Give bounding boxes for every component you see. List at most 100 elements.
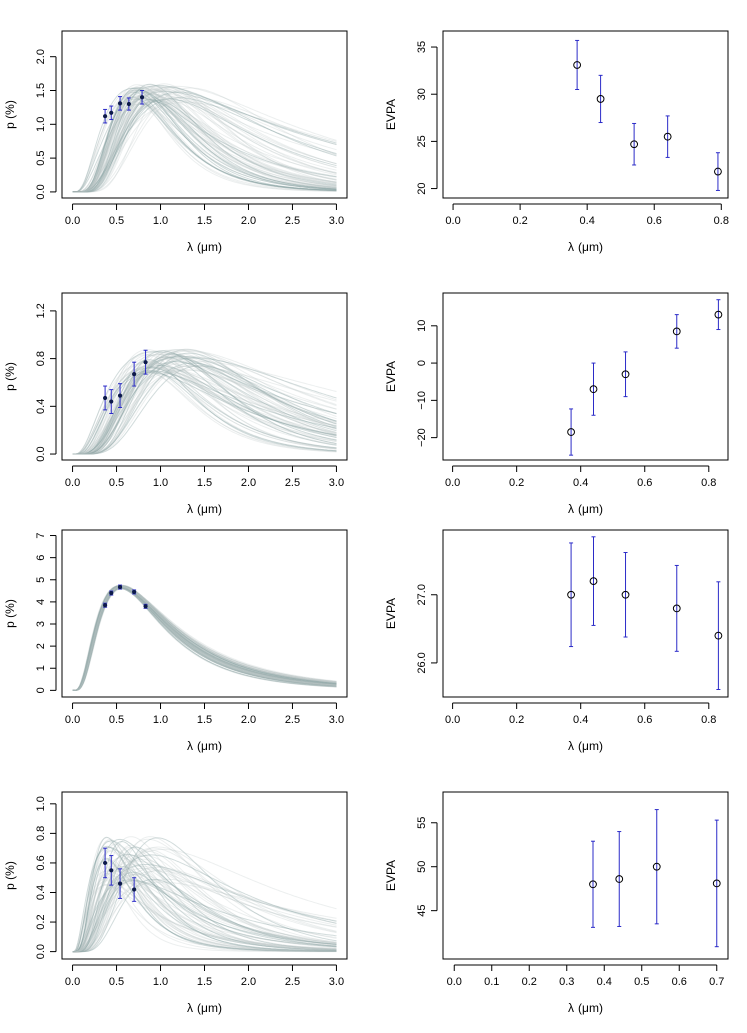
- y-axis-title: p (%): [3, 362, 17, 391]
- model-curve: [72, 585, 337, 691]
- y-axis-title: p (%): [3, 100, 17, 129]
- model-curve: [72, 840, 337, 953]
- x-axis-title: λ (μm): [568, 502, 603, 516]
- marker: [143, 360, 148, 365]
- y-tick-label: 50: [416, 861, 428, 873]
- x-tick-label: 0.6: [637, 477, 652, 489]
- data-point: [103, 847, 108, 879]
- panel-e3: 0.0 0.2 0.4 0.6 0.8 26.0 27.0 λ (μm) EVPA: [384, 529, 729, 753]
- x-tick-label: 1.0: [153, 477, 168, 489]
- model-curve: [72, 854, 337, 953]
- data-point: [103, 385, 108, 411]
- x-tick-label: 3.0: [329, 215, 344, 227]
- x-tick-label: 0.8: [714, 215, 729, 227]
- marker: [117, 101, 123, 106]
- x-tick-label: 0.7: [709, 976, 724, 988]
- model-curve: [72, 872, 337, 953]
- model-curve: [72, 585, 337, 691]
- x-tick-label: 3.0: [329, 477, 344, 489]
- data-point: [143, 349, 148, 375]
- model-curve: [72, 870, 337, 953]
- data-point: [117, 383, 123, 409]
- model-curve: [72, 586, 337, 691]
- model-curve: [72, 94, 337, 193]
- model-curve: [72, 587, 337, 691]
- model-curve: [72, 846, 337, 953]
- model-curve: [72, 96, 337, 193]
- y-tick-label: 2.0: [35, 49, 47, 64]
- y-tick-label: 0.4: [35, 399, 47, 414]
- y-axis-title: p (%): [3, 599, 17, 628]
- model-curve: [72, 87, 337, 193]
- model-curve: [72, 349, 337, 455]
- model-curve: [72, 89, 337, 193]
- model-curve: [72, 587, 337, 691]
- x-tick-label: 1.5: [197, 215, 212, 227]
- x-tick-label: 0.4: [597, 976, 612, 988]
- y-tick-label: 0.0: [35, 944, 47, 959]
- model-curve: [72, 587, 337, 691]
- data-point: [589, 840, 597, 928]
- y-tick-label: 3: [35, 621, 47, 627]
- model-curve: [72, 863, 337, 953]
- y-tick-label: 6: [35, 555, 47, 561]
- model-curve: [72, 97, 337, 193]
- model-curve: [72, 836, 337, 953]
- data-point: [109, 105, 114, 121]
- x-axis-title: λ (μm): [568, 1001, 603, 1015]
- model-curve: [72, 87, 337, 193]
- x-tick-label: 2.0: [241, 976, 256, 988]
- model-curve: [72, 587, 337, 691]
- model-curve: [72, 847, 337, 953]
- model-curve: [72, 844, 337, 953]
- model-curve: [72, 884, 337, 953]
- model-curve: [72, 854, 337, 953]
- model-curve: [72, 360, 337, 455]
- model-curve: [72, 587, 337, 691]
- model-curve: [72, 867, 337, 953]
- marker: [109, 868, 114, 873]
- marker: [132, 887, 137, 892]
- model-curve: [72, 350, 337, 455]
- model-curve: [72, 365, 337, 455]
- model-curve: [72, 95, 337, 193]
- marker: [712, 879, 721, 888]
- marker: [573, 61, 582, 69]
- y-tick-label: 1: [35, 665, 47, 671]
- model-curve: [72, 372, 337, 455]
- marker: [714, 167, 722, 176]
- model-curve: [72, 93, 337, 193]
- model-curve: [72, 586, 337, 691]
- model-curve: [72, 879, 337, 953]
- model-curve: [72, 845, 337, 953]
- y-tick-label: 2: [35, 643, 47, 649]
- model-curve: [72, 370, 337, 455]
- model-curve: [72, 587, 337, 691]
- model-curve: [72, 85, 337, 193]
- x-tick-label: 1.0: [153, 215, 168, 227]
- model-curve: [72, 89, 337, 193]
- model-curve: [72, 95, 337, 193]
- model-curve: [72, 849, 337, 953]
- data-point: [714, 581, 723, 691]
- y-tick-label: 1.0: [35, 796, 47, 811]
- x-tick-label: 0.0: [445, 215, 460, 227]
- model-curve: [72, 587, 337, 691]
- y-tick-label: −20: [416, 428, 428, 447]
- model-curve: [72, 587, 337, 691]
- model-curve: [72, 871, 337, 953]
- panel-p4: 0.0 0.5 1.0 1.5 2.0 2.5 3.0 0.0 0.2 0.4 0.6 0.8 1.0 λ…: [3, 791, 348, 1015]
- model-curve: [72, 369, 337, 455]
- model-curve: [72, 84, 337, 193]
- x-tick-label: 2.5: [285, 714, 300, 726]
- x-axis-title: λ (μm): [568, 240, 603, 254]
- model-curve: [72, 351, 337, 455]
- y-axis-title: EVPA: [384, 99, 398, 130]
- model-curve: [72, 349, 337, 455]
- data-point: [573, 39, 582, 90]
- model-curve: [72, 587, 337, 691]
- model-curve: [72, 874, 337, 953]
- model-curve: [72, 371, 337, 455]
- model-curve: [72, 586, 337, 691]
